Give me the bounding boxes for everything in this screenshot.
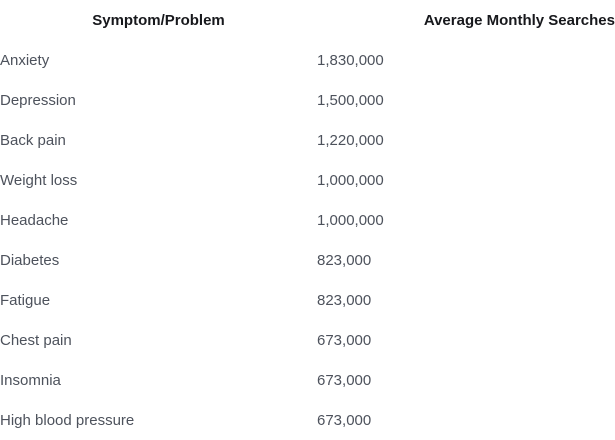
table-row: Weight loss 1,000,000: [0, 160, 615, 200]
searches-cell: 1,500,000: [317, 91, 384, 109]
symptom-cell: Anxiety: [0, 51, 50, 69]
table-row: Fatigue 823,000: [0, 280, 615, 320]
searches-cell: 1,830,000: [317, 51, 384, 69]
table-row: Chest pain 673,000: [0, 320, 615, 360]
symptom-cell: Chest pain: [0, 331, 72, 349]
searches-cell: 673,000: [317, 331, 372, 349]
table-row: Back pain 1,220,000: [0, 120, 615, 160]
table-body: Anxiety 1,830,000 Depression 1,500,000 B…: [0, 40, 615, 440]
symptom-cell: High blood pressure: [0, 411, 135, 429]
searches-cell: 673,000: [317, 411, 372, 429]
table-row: Anxiety 1,830,000: [0, 40, 615, 80]
symptom-cell: Headache: [0, 211, 69, 229]
table-row: High blood pressure 673,000: [0, 400, 615, 440]
column-header-searches: Average Monthly Searches: [423, 11, 615, 29]
searches-cell: 1,000,000: [317, 211, 384, 229]
symptom-cell: Fatigue: [0, 291, 51, 309]
table-row: Depression 1,500,000: [0, 80, 615, 120]
symptom-cell: Weight loss: [0, 171, 78, 189]
symptom-cell: Diabetes: [0, 251, 60, 269]
symptom-cell: Depression: [0, 91, 76, 109]
searches-cell: 1,000,000: [317, 171, 384, 189]
searches-cell: 1,220,000: [317, 131, 384, 149]
searches-cell: 673,000: [317, 371, 372, 389]
searches-cell: 823,000: [317, 251, 372, 269]
searches-cell: 823,000: [317, 291, 372, 309]
table-row: Insomnia 673,000: [0, 360, 615, 400]
table-header: Symptom/Problem Average Monthly Searches: [0, 0, 615, 40]
header-row: Symptom/Problem Average Monthly Searches: [0, 0, 615, 40]
column-header-symptom: Symptom/Problem: [92, 11, 225, 29]
symptom-cell: Insomnia: [0, 371, 61, 389]
table-row: Diabetes 823,000: [0, 240, 615, 280]
symptom-cell: Back pain: [0, 131, 66, 149]
table-row: Headache 1,000,000: [0, 200, 615, 240]
